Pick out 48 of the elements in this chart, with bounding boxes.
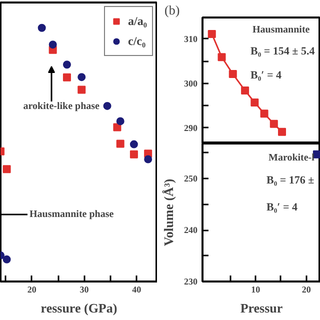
- point: [250, 98, 259, 107]
- x-tick-label: 30: [80, 284, 90, 294]
- y-tick-label: 230: [184, 276, 198, 286]
- point: [62, 60, 71, 69]
- annotation: B₀ = 154 ± 5.4: [250, 46, 316, 58]
- point: [270, 120, 278, 128]
- x-tick-label: 20: [302, 284, 312, 294]
- point: [278, 128, 286, 136]
- x-tick-label: 20: [27, 284, 37, 294]
- x-axis-title: Pressur: [240, 300, 283, 316]
- point: [48, 40, 57, 49]
- x-tick-label: 40: [132, 284, 142, 294]
- y-tick-label: 300: [184, 78, 198, 88]
- point: [208, 30, 216, 38]
- point: [78, 73, 86, 82]
- point: [116, 140, 124, 148]
- point: [38, 24, 46, 32]
- point: [2, 165, 11, 174]
- annotation: arokite-like phase: [23, 101, 100, 112]
- annotation: Marokite-l: [268, 152, 315, 164]
- legend-label: a/a₀: [128, 14, 148, 28]
- point: [218, 53, 226, 62]
- point: [228, 70, 237, 78]
- annotation: Hausmannite: [252, 24, 310, 36]
- point: [144, 155, 152, 164]
- annotation: B₀ = 176 ±: [266, 174, 314, 186]
- annotation: B₀′ = 4: [250, 70, 282, 82]
- y-tick-label: 240: [184, 225, 198, 236]
- y-tick-label: 310: [184, 34, 198, 44]
- annotation: Hausmannite phase: [30, 209, 114, 220]
- point: [78, 86, 86, 94]
- legend-label: c/c₀: [128, 34, 147, 48]
- point: [62, 73, 71, 82]
- point: [130, 150, 138, 158]
- point: [2, 255, 11, 264]
- point: [260, 110, 268, 118]
- x-axis-title: ressure (GPa): [40, 300, 118, 316]
- x-tick-label: 10: [251, 284, 261, 294]
- text: (b): [164, 2, 180, 18]
- point: [241, 86, 250, 95]
- y-axis-title: Volume (Å³): [161, 178, 176, 246]
- point: [113, 123, 122, 132]
- y-tick-label: 250: [184, 174, 198, 184]
- point: [116, 117, 124, 126]
- annotation: B₀′ = 4: [266, 202, 298, 214]
- point: [103, 102, 112, 110]
- point: [130, 140, 138, 148]
- y-tick-label: 290: [184, 122, 198, 133]
